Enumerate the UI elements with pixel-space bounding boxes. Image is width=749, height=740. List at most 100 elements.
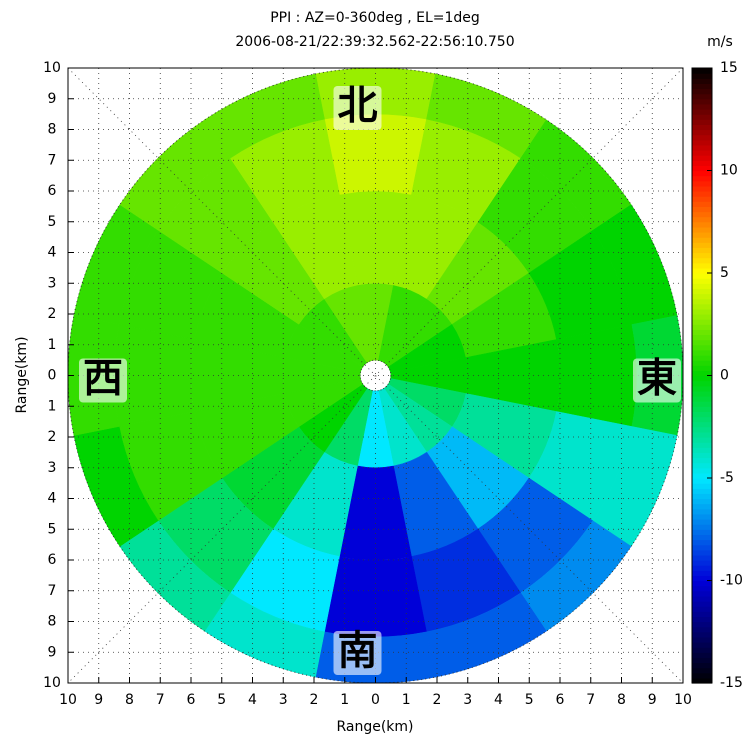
colorbar-swatch	[692, 345, 712, 351]
y-tick-label: 5	[48, 214, 57, 230]
colorbar-swatch	[692, 437, 712, 443]
colorbar-swatch	[692, 196, 712, 202]
y-tick-label: 7	[48, 583, 57, 599]
colorbar-swatch	[692, 519, 712, 525]
y-tick-label: 4	[48, 491, 57, 507]
colorbar-swatch	[692, 324, 712, 330]
colorbar-swatch	[692, 222, 712, 228]
colorbar-swatch	[692, 104, 712, 110]
colorbar-swatch	[692, 329, 712, 335]
colorbar-swatch	[692, 545, 712, 551]
x-tick-label: 4	[494, 692, 503, 708]
colorbar-swatch	[692, 365, 712, 371]
colorbar-swatch	[692, 381, 712, 387]
x-tick-label: 4	[248, 692, 257, 708]
colorbar-swatch	[692, 601, 712, 607]
colorbar-swatch	[692, 581, 712, 587]
colorbar-swatch	[692, 386, 712, 392]
colorbar-swatch	[692, 304, 712, 310]
y-tick-label: 1	[48, 398, 57, 414]
colorbar-swatch	[692, 668, 712, 674]
y-tick-label: 1	[48, 337, 57, 353]
y-tick-label: 9	[48, 644, 57, 660]
colorbar-tick-label: -5	[720, 470, 734, 486]
colorbar-tick-label: -10	[720, 573, 743, 589]
colorbar-swatch	[692, 452, 712, 458]
colorbar-swatch	[692, 176, 712, 182]
colorbar-tick-label: 5	[720, 265, 729, 281]
colorbar-swatch	[692, 258, 712, 264]
colorbar-swatch	[692, 278, 712, 284]
colorbar-swatch	[692, 632, 712, 638]
colorbar-swatch	[692, 73, 712, 79]
colorbar-swatch	[692, 468, 712, 474]
colorbar-swatch	[692, 540, 712, 546]
x-tick-label: 10	[674, 692, 692, 708]
colorbar-swatch	[692, 150, 712, 156]
colorbar-swatch	[692, 94, 712, 100]
x-tick-label: 0	[371, 692, 380, 708]
colorbar-tick-label: 15	[720, 60, 738, 76]
colorbar-swatch	[692, 253, 712, 259]
colorbar-swatch	[692, 442, 712, 448]
colorbar-tick-label: -15	[720, 675, 743, 691]
colorbar-swatch	[692, 401, 712, 407]
colorbar-swatch	[692, 186, 712, 192]
colorbar-swatch	[692, 550, 712, 556]
y-tick-label: 2	[48, 429, 57, 445]
x-tick-label: 1	[402, 692, 411, 708]
colorbar-swatch	[692, 319, 712, 325]
colorbar-swatch	[692, 171, 712, 177]
x-tick-label: 3	[463, 692, 472, 708]
colorbar-swatch	[692, 509, 712, 515]
colorbar-swatch	[692, 463, 712, 469]
colorbar-swatch	[692, 422, 712, 428]
colorbar-swatch	[692, 555, 712, 561]
colorbar-swatch	[692, 135, 712, 141]
colorbar-swatch	[692, 622, 712, 628]
chart-title: PPI : AZ=0-360deg , EL=1deg	[270, 10, 480, 26]
colorbar-swatch	[692, 606, 712, 612]
direction-label: 北	[338, 83, 378, 129]
colorbar-swatch	[692, 232, 712, 238]
colorbar-swatch	[692, 504, 712, 510]
colorbar-swatch	[692, 673, 712, 679]
colorbar-swatch	[692, 396, 712, 402]
colorbar-swatch	[692, 140, 712, 146]
colorbar-swatch	[692, 191, 712, 197]
x-tick-label: 6	[187, 692, 196, 708]
chart: PPI : AZ=0-360deg , EL=1deg 2006-08-21/2…	[0, 0, 749, 740]
colorbar-swatch	[692, 155, 712, 161]
colorbar-swatch	[692, 68, 712, 74]
y-tick-label: 9	[48, 91, 57, 107]
x-tick-label: 9	[94, 692, 103, 708]
y-tick-label: 10	[43, 60, 61, 76]
colorbar-swatch	[692, 524, 712, 530]
x-tick-label: 8	[617, 692, 626, 708]
x-tick-label: 6	[556, 692, 565, 708]
x-tick-label: 3	[279, 692, 288, 708]
colorbar-swatch	[692, 560, 712, 566]
y-axis-label: Range(km)	[14, 336, 30, 413]
direction-label: 南	[338, 628, 378, 674]
colorbar-swatch	[692, 611, 712, 617]
colorbar-swatch	[692, 227, 712, 233]
x-tick-label: 8	[125, 692, 134, 708]
colorbar-swatch	[692, 294, 712, 300]
colorbar-swatch	[692, 478, 712, 484]
colorbar-swatch	[692, 89, 712, 95]
colorbar-swatch	[692, 647, 712, 653]
x-tick-label: 7	[156, 692, 165, 708]
colorbar-swatch	[692, 217, 712, 223]
colorbar-swatch	[692, 488, 712, 494]
colorbar-swatch	[692, 355, 712, 361]
colorbar-swatch	[692, 145, 712, 151]
colorbar-swatch	[692, 288, 712, 294]
colorbar-swatch	[692, 181, 712, 187]
x-axis-label: Range(km)	[336, 719, 413, 735]
y-tick-label: 7	[48, 152, 57, 168]
colorbar-swatch	[692, 335, 712, 341]
colorbar-swatch	[692, 99, 712, 105]
colorbar-swatch	[692, 283, 712, 289]
colorbar-swatch	[692, 529, 712, 535]
